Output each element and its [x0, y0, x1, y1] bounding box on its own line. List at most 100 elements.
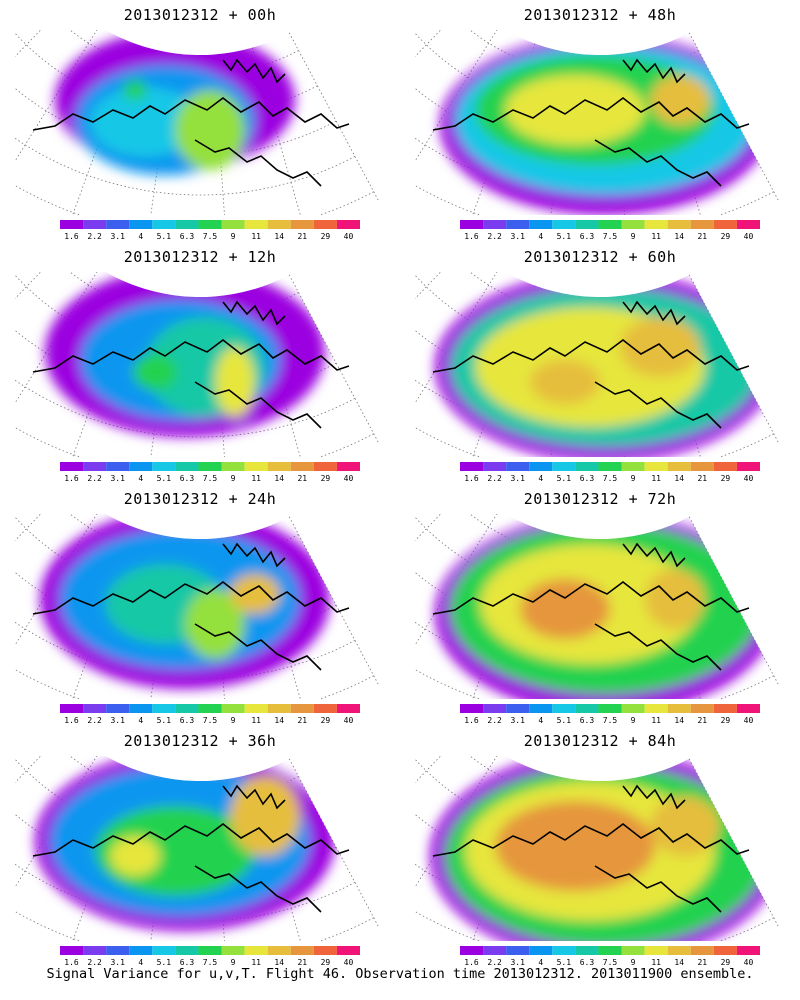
colorbar-swatch — [667, 704, 691, 713]
colorbar-swatch — [483, 946, 507, 955]
colorbar-label: 1.6 — [64, 716, 79, 724]
colorbar-swatch — [667, 462, 691, 471]
colorbar-label: 29 — [321, 716, 331, 724]
colorbar-swatch — [106, 462, 130, 471]
variance-map — [415, 514, 779, 699]
colorbar-swatch — [290, 220, 314, 229]
colorbar-label: 2.2 — [487, 958, 502, 966]
colorbar-label: 6.3 — [580, 716, 595, 724]
variance-contour — [215, 347, 255, 417]
colorbar-label: 29 — [321, 474, 331, 482]
colorbar-swatch — [667, 946, 691, 955]
variance-contour — [650, 796, 720, 856]
colorbar-label: 4 — [538, 716, 543, 724]
colorbar-swatch — [713, 704, 737, 713]
colorbar-label: 21 — [697, 958, 707, 966]
colorbar-swatch — [644, 462, 668, 471]
colorbar-label: 14 — [274, 232, 284, 240]
colorbar-label: 11 — [651, 232, 661, 240]
colorbar-label: 14 — [274, 474, 284, 482]
forecast-panel: 2013012312 + 00h 1.6 2.2 3.1 4 5.1 6.3 7.5 9 11 14… — [0, 0, 400, 250]
colorbar-label: 11 — [651, 716, 661, 724]
colorbar-swatch — [198, 220, 222, 229]
colorbar-swatch — [575, 946, 599, 955]
colorbar-label: 11 — [251, 232, 261, 240]
colorbar-label: 40 — [344, 716, 354, 724]
colorbar-swatch — [667, 220, 691, 229]
variance-contour — [133, 354, 177, 390]
colorbar-label: 29 — [721, 716, 731, 724]
panel-title: 2013012312 + 72h — [523, 490, 677, 508]
colorbar-label: 2.2 — [87, 958, 102, 966]
colorbar-label: 14 — [674, 474, 684, 482]
colorbar-swatch — [106, 946, 130, 955]
colorbar-label: 40 — [344, 474, 354, 482]
colorbar-label: 3.1 — [510, 716, 525, 724]
colorbar-label: 6.3 — [180, 716, 195, 724]
colorbar-label: 9 — [231, 474, 236, 482]
colorbar: 1.6 2.2 3.1 4 5.1 6.3 7.5 9 11 14 21 29 40 — [460, 220, 760, 240]
colorbar-swatch — [552, 220, 576, 229]
colorbar-swatch — [460, 946, 484, 955]
coastline — [32, 784, 350, 913]
panel-title: 2013012312 + 00h — [123, 6, 277, 24]
colorbar-label: 11 — [251, 474, 261, 482]
colorbar-swatch — [152, 220, 176, 229]
colorbar-label: 7.5 — [203, 474, 218, 482]
colorbar-swatch — [313, 462, 337, 471]
colorbar-swatch — [552, 946, 576, 955]
colorbar-swatch — [690, 704, 714, 713]
colorbar-label: 4 — [538, 474, 543, 482]
colorbar-swatch — [152, 462, 176, 471]
colorbar-label: 5.1 — [557, 232, 572, 240]
panel-title: 2013012312 + 36h — [123, 732, 277, 750]
colorbar-label: 29 — [721, 474, 731, 482]
colorbar-swatch — [529, 946, 553, 955]
colorbar-swatch — [460, 220, 484, 229]
colorbar-label: 3.1 — [110, 716, 125, 724]
colorbar-swatch — [313, 220, 337, 229]
colorbar-label: 29 — [721, 232, 731, 240]
colorbar-label: 11 — [651, 958, 661, 966]
colorbar-swatch — [267, 220, 291, 229]
colorbar-label: 5.1 — [157, 474, 172, 482]
colorbar-swatch — [575, 462, 599, 471]
colorbar-swatch — [529, 220, 553, 229]
colorbar: 1.6 2.2 3.1 4 5.1 6.3 7.5 9 11 14 21 29 40 — [460, 704, 760, 724]
colorbar-label: 5.1 — [157, 716, 172, 724]
colorbar-swatch — [106, 220, 130, 229]
variance-contour — [505, 75, 645, 145]
colorbar-swatch — [598, 220, 622, 229]
colorbar-label: 14 — [674, 232, 684, 240]
colorbar: 1.6 2.2 3.1 4 5.1 6.3 7.5 9 11 14 21 29 40 — [60, 704, 360, 724]
coastline — [432, 784, 750, 913]
colorbar: 1.6 2.2 3.1 4 5.1 6.3 7.5 9 11 14 21 29 40 — [460, 462, 760, 482]
colorbar-label: 9 — [631, 232, 636, 240]
colorbar-swatch — [506, 704, 530, 713]
colorbar-swatch — [644, 220, 668, 229]
variance-field — [430, 756, 779, 941]
variance-contour — [90, 87, 200, 157]
colorbar-swatch — [690, 220, 714, 229]
variance-field — [55, 30, 295, 175]
colorbar-swatch — [713, 462, 737, 471]
colorbar-swatch — [129, 704, 153, 713]
forecast-panel: 2013012312 + 72h 1.6 2.2 3.1 4 5.1 6.3 7.5 9 11 14… — [400, 484, 800, 734]
colorbar-label: 2.2 — [87, 232, 102, 240]
colorbar-swatch — [244, 704, 268, 713]
colorbar-swatch — [244, 946, 268, 955]
colorbar-swatch — [198, 946, 222, 955]
colorbar-swatch — [83, 946, 107, 955]
colorbar-label: 14 — [274, 958, 284, 966]
colorbar-label: 7.5 — [203, 232, 218, 240]
colorbar-swatch — [552, 462, 576, 471]
colorbar-label: 3.1 — [510, 958, 525, 966]
panel-title: 2013012312 + 84h — [523, 732, 677, 750]
colorbar-label: 7.5 — [603, 474, 618, 482]
variance-contour — [650, 75, 710, 125]
colorbar-swatch — [736, 462, 760, 471]
variance-contour — [123, 80, 147, 100]
colorbar-label: 21 — [297, 958, 307, 966]
variance-contour — [110, 836, 160, 876]
colorbar-label: 40 — [344, 232, 354, 240]
